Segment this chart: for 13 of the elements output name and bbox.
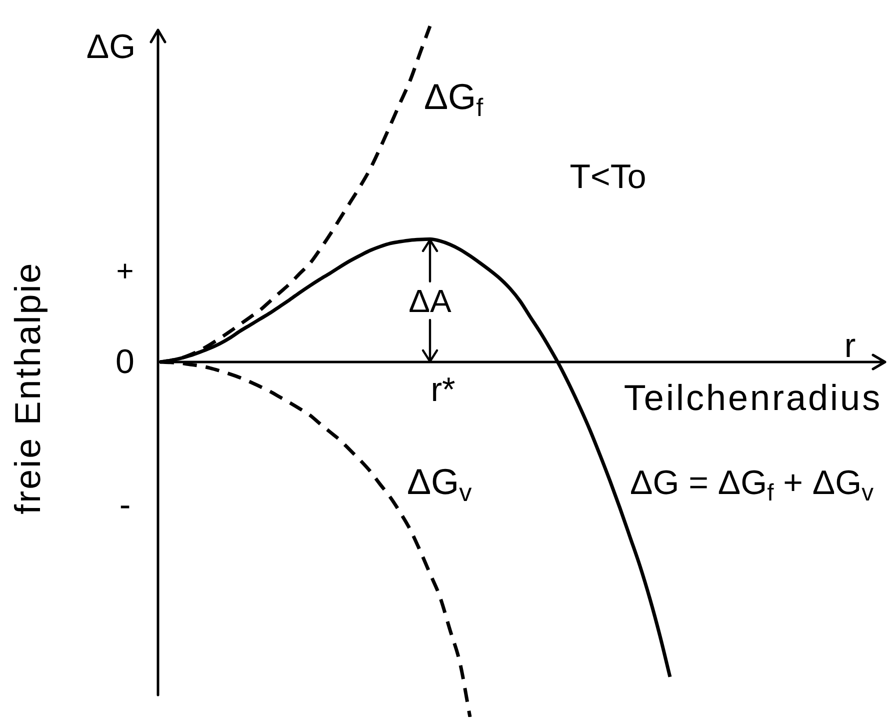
annotation: r [844, 327, 856, 365]
text: - [119, 486, 131, 524]
text: ΔG [86, 28, 136, 66]
annotation: ΔA [408, 283, 452, 319]
y-axis-title: freie Enthalpie [7, 262, 48, 514]
x-axis-title: Teilchenradius [624, 377, 882, 418]
annotation: T<To [570, 158, 646, 196]
text: 0 [116, 343, 134, 381]
series-label: ΔG$_{f}$ [424, 76, 484, 122]
series-label: ΔG$_{v}$ [407, 461, 472, 508]
series-label: ΔG = ΔG$_{f}$ + ΔG$_{v}$ [630, 464, 874, 507]
text: + [116, 255, 134, 288]
annotation: r* [430, 371, 456, 409]
